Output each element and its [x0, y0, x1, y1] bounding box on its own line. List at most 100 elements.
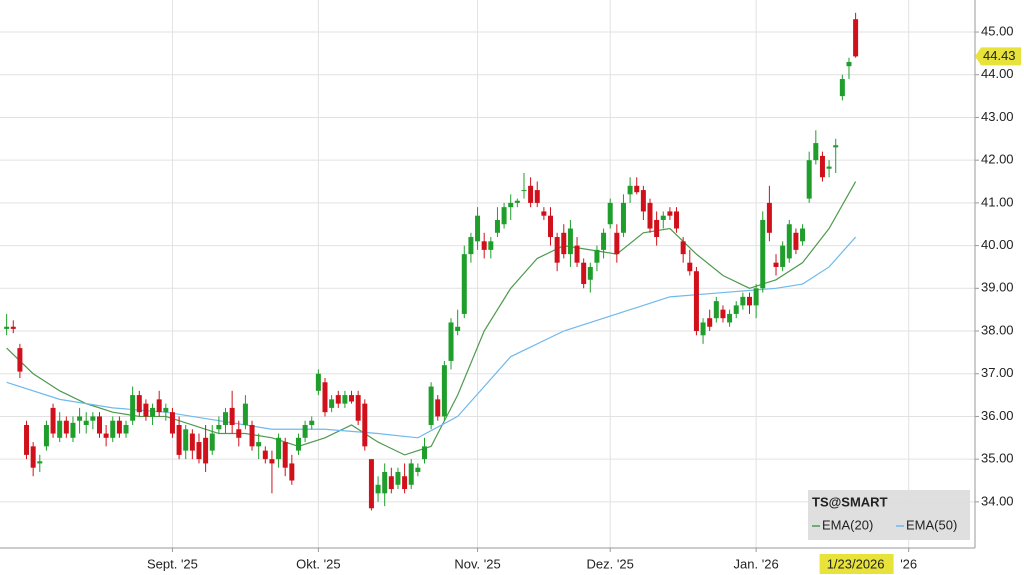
- candle-body: [77, 416, 83, 421]
- candle-body: [236, 429, 242, 438]
- candle-body: [156, 399, 162, 413]
- candle-body: [793, 232, 799, 250]
- candle-body: [30, 446, 36, 468]
- candle-body: [395, 471, 401, 485]
- candle-body: [368, 459, 374, 509]
- candle-body: [216, 424, 222, 430]
- candle-body: [528, 185, 534, 203]
- candle-body: [83, 420, 89, 425]
- y-tick-label: 42.00: [981, 152, 1014, 167]
- candle-body: [10, 326, 16, 329]
- candle-body: [813, 143, 819, 161]
- candle-body: [468, 237, 474, 255]
- candle-body: [727, 313, 733, 323]
- candle-body: [382, 471, 388, 494]
- candle-body: [521, 190, 527, 192]
- candle-body: [43, 424, 49, 447]
- candle-body: [733, 305, 739, 314]
- candle-body: [514, 200, 520, 203]
- candle-body: [614, 232, 620, 255]
- candle-body: [647, 202, 653, 229]
- legend-title: TS@SMART: [812, 494, 888, 509]
- candle-body: [50, 407, 56, 434]
- candle-body: [800, 228, 806, 242]
- price-tag: [975, 47, 1021, 66]
- date-tag: [819, 554, 894, 574]
- candle-body: [262, 450, 268, 460]
- candle-body: [249, 424, 255, 447]
- y-tick-label: 43.00: [981, 109, 1014, 124]
- candle-body: [322, 382, 328, 413]
- candle-body: [256, 442, 262, 447]
- candle-body: [680, 241, 686, 255]
- candle-body: [846, 61, 852, 67]
- candle-body: [541, 211, 547, 216]
- candle-body: [760, 219, 766, 289]
- candle-body: [554, 237, 560, 263]
- candle-body: [839, 79, 845, 97]
- candle-body: [123, 424, 129, 434]
- candle-body: [574, 245, 580, 263]
- candle-body: [833, 145, 839, 148]
- candle-body: [481, 241, 487, 250]
- candle-body: [349, 395, 355, 402]
- candle-body: [342, 395, 348, 404]
- candle-body: [96, 416, 102, 434]
- y-tick-label: 41.00: [981, 194, 1014, 209]
- candle-body: [707, 318, 713, 327]
- legend-label: EMA(50): [906, 517, 957, 532]
- y-tick-label: 37.00: [981, 365, 1014, 380]
- candle-body: [70, 422, 76, 438]
- candle-body: [4, 326, 10, 329]
- y-tick-label: 40.00: [981, 237, 1014, 252]
- x-tick-label: Dez. '25: [587, 556, 634, 571]
- candle-body: [594, 249, 600, 263]
- candle-body: [329, 399, 335, 408]
- candle-body: [567, 228, 573, 255]
- candle-body: [494, 219, 500, 233]
- y-tick-label: 36.00: [981, 408, 1014, 423]
- candle-body: [57, 420, 63, 438]
- candle-body: [289, 463, 295, 481]
- candle-body: [826, 166, 832, 169]
- candle-body: [534, 190, 540, 203]
- candle-body: [441, 365, 447, 417]
- candle-body: [63, 420, 69, 434]
- candle-body: [355, 395, 361, 421]
- candle-body: [693, 271, 699, 332]
- candle-body: [315, 373, 321, 391]
- ema-line: [6, 181, 857, 456]
- candle-body: [17, 348, 23, 372]
- y-tick-label: 45.00: [981, 23, 1014, 38]
- candle-body: [362, 403, 368, 447]
- x-tick-label: Jan. '26: [734, 556, 779, 571]
- y-tick-label: 35.00: [981, 451, 1014, 466]
- candle-body: [435, 399, 441, 417]
- candle-body: [183, 429, 189, 451]
- candle-body: [819, 155, 825, 178]
- candle-body: [687, 262, 693, 272]
- candle-body: [488, 241, 494, 250]
- candle-body: [620, 202, 626, 233]
- candle-body: [37, 461, 43, 464]
- candle-body: [780, 245, 786, 267]
- candle-body: [581, 262, 587, 285]
- candle-body: [674, 211, 680, 229]
- y-tick-label: 34.00: [981, 493, 1014, 508]
- candle-body: [408, 463, 414, 485]
- candle-body: [269, 459, 275, 464]
- candle-body: [169, 412, 175, 434]
- candle-body: [189, 433, 195, 451]
- x-tick-label: Nov. '25: [454, 556, 500, 571]
- candle-body: [501, 207, 507, 225]
- candle-body: [548, 215, 554, 238]
- candle-body: [90, 416, 96, 421]
- candle-body: [475, 215, 481, 242]
- candle-body: [143, 403, 149, 417]
- candle-body: [375, 484, 381, 494]
- candle-body: [136, 395, 142, 413]
- legend-box: [808, 490, 970, 540]
- legend-label: EMA(20): [822, 517, 873, 532]
- candle-body: [508, 202, 514, 208]
